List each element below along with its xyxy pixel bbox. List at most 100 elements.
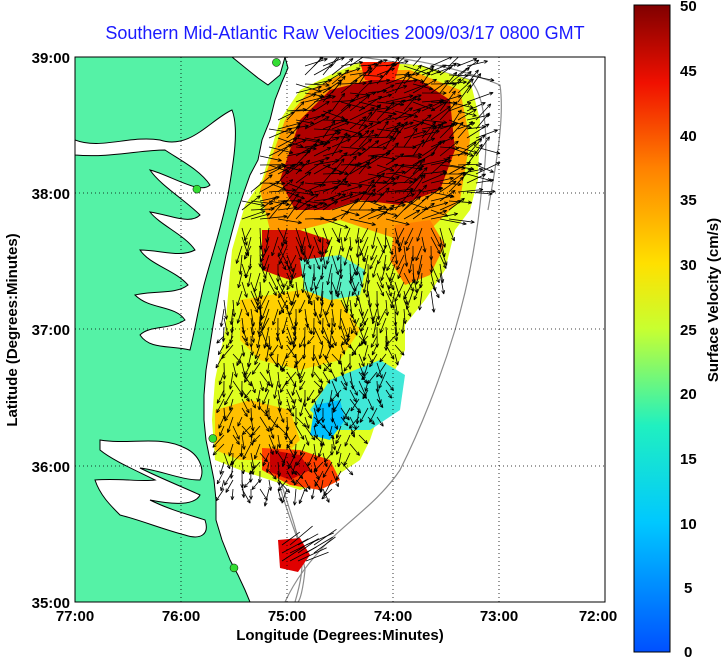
velocity-vector [358,129,375,148]
velocity-vector [327,389,333,408]
velocity-vector [277,407,285,423]
velocity-vector [359,227,369,244]
velocity-vector [416,227,423,242]
velocity-vector [466,134,486,148]
velocity-vector [221,326,226,342]
velocity-vector [340,407,350,421]
velocity-vector [439,101,458,121]
velocity-vector [358,188,376,211]
velocity-vector [343,245,351,266]
velocity-vector [294,407,298,426]
velocity-vector [295,85,322,94]
velocity-vectors [212,57,501,562]
x-tick-label: 74:00 [374,608,412,625]
velocity-vector [268,200,290,206]
velocity-vector [295,83,322,93]
velocity-vector [297,533,319,546]
velocity-vector [361,371,369,381]
velocity-vector [305,551,329,562]
velocity-vector [466,91,494,103]
velocity-vector [358,434,368,445]
velocity-vector [295,425,305,440]
velocity-vector [448,67,470,85]
velocity-vector [349,57,364,67]
x-tick-label: 75:00 [268,608,306,625]
velocity-vector [448,227,455,242]
velocity-vector [349,130,370,148]
velocity-vector [322,461,333,478]
velocity-vector [448,176,464,193]
velocity-vector [336,443,342,455]
velocity-vector [304,183,323,193]
velocity-vector [264,380,270,393]
velocity-vector [277,134,301,148]
velocity-vector [258,317,270,338]
velocity-vector [216,470,225,485]
velocity-vector [300,443,306,456]
velocity-vector [259,181,286,186]
velocity-vector [319,245,324,263]
velocity-vector [241,299,250,317]
velocity-vector [277,272,285,288]
velocity-vector [349,122,374,139]
velocity-vector [376,362,383,379]
velocity-vector [412,139,425,157]
velocity-vector [385,99,406,112]
velocity-vector [281,362,288,373]
velocity-vector [354,290,360,308]
velocity-vector [268,470,277,480]
velocity-vector [318,344,324,360]
velocity-vector [331,371,337,382]
velocity-vector [298,488,306,504]
velocity-vector [448,121,464,139]
velocity-vector [259,181,280,193]
velocity-vector [295,93,317,103]
velocity-vector [291,380,297,396]
velocity-vector [295,119,315,125]
velocity-vector [475,178,495,184]
velocity-vector [331,132,348,157]
velocity-vector [270,344,279,357]
velocity-vector [304,461,313,473]
velocity-vector [295,171,312,184]
velocity-vector [291,461,297,475]
velocity-vector [403,166,423,184]
velocity-vector [322,218,349,229]
velocity-vector [362,389,369,400]
velocity-vector [241,398,250,414]
velocity-vector [313,227,321,243]
velocity-vector [268,371,274,388]
velocity-vector [385,127,399,148]
velocity-vector [394,110,419,118]
velocity-vector [376,204,395,220]
velocity-vector [331,335,337,347]
velocity-vector [376,187,390,202]
velocity-vector [340,79,358,94]
velocity-vector [241,335,249,347]
velocity-vector [259,380,264,392]
velocity-vector [241,195,261,211]
velocity-vector [412,272,419,294]
colorbar-tick-label: 50 [680,0,697,15]
velocity-vector [385,57,400,76]
velocity-vector [349,308,356,324]
velocity-vector [304,407,312,419]
velocity-vector [396,254,405,271]
velocity-vector [259,196,277,211]
velocity-vector [379,317,387,334]
velocity-vector [251,479,261,490]
velocity-vector [241,344,246,357]
velocity-vector [299,380,306,391]
velocity-vector [340,146,366,151]
velocity-vector [243,479,252,488]
velocity-vector [376,101,405,107]
velocity-vector [295,389,302,403]
radar-station-marker [192,184,202,194]
colorbar-tick-label: 30 [680,257,697,274]
velocity-vector [421,119,448,125]
velocity-vector [224,407,234,422]
velocity-vector [340,184,363,193]
velocity-vector [313,254,321,270]
velocity-vector [358,140,380,157]
